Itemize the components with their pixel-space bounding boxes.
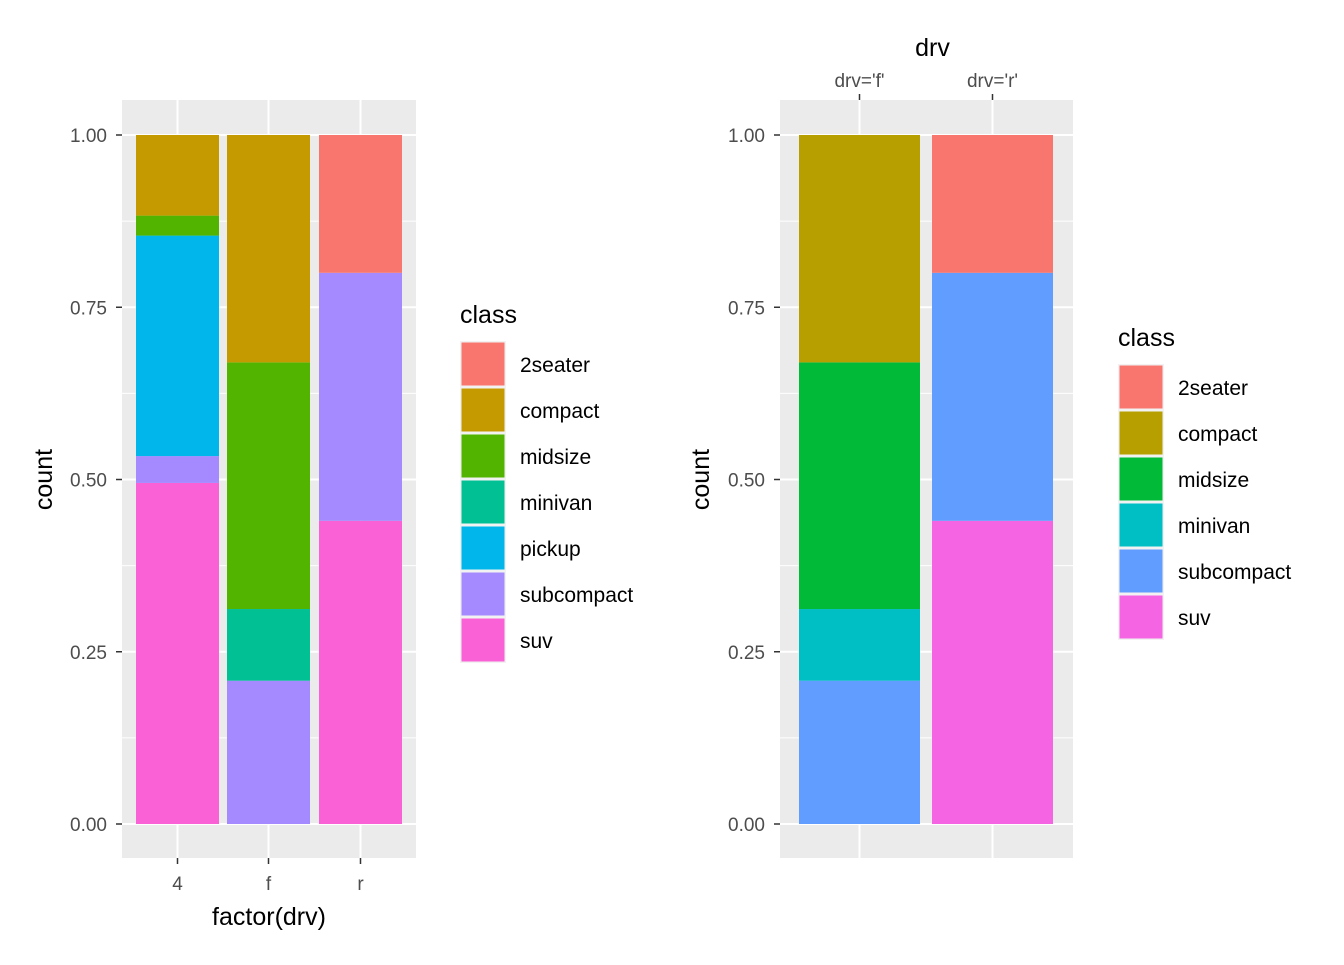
chart2-legend-swatch-compact	[1119, 411, 1163, 455]
chart2-bar-segment-compact	[799, 135, 920, 363]
chart1-legend-swatch-suv	[461, 618, 505, 662]
chart1-legend-swatch-minivan	[461, 480, 505, 524]
chart1-legend-label: suv	[520, 630, 553, 653]
chart1-bar-segment-minivan	[227, 609, 310, 681]
chart2-y-tick-label: 1.00	[728, 126, 765, 147]
chart1-legend-label: midsize	[520, 446, 591, 469]
chart2-legend-swatch-suv	[1119, 595, 1163, 639]
chart1-x-tick-label: f	[266, 874, 272, 895]
chart1-y-tick-label: 0.25	[70, 643, 107, 664]
chart1-legend-label: minivan	[520, 492, 592, 515]
chart1-legend-title: class	[460, 301, 517, 329]
chart2-bar-segment-midsize	[799, 362, 920, 610]
chart2-y-tick-label: 0.00	[728, 815, 765, 836]
chart2-y-tick-label: 0.75	[728, 298, 765, 319]
chart2-top-tick-label: drv='r'	[967, 71, 1018, 92]
chart2-legend-label: subcompact	[1178, 561, 1291, 584]
chart1-legend-swatch-2seater	[461, 342, 505, 386]
chart1-y-tick-label: 0.00	[70, 815, 107, 836]
chart1-bar-segment-compact	[227, 135, 310, 363]
chart1-bar-segment-suv	[136, 482, 219, 824]
chart1-bar-segment-subcompact	[136, 456, 219, 483]
chart2-legend-swatch-midsize	[1119, 457, 1163, 501]
chart2-y-tick-label: 0.25	[728, 643, 765, 664]
chart2-y-axis-title: count	[687, 449, 715, 510]
chart1-legend-swatch-subcompact	[461, 572, 505, 616]
chart2-bar-segment-suv	[932, 520, 1053, 824]
chart2-legend-label: minivan	[1178, 515, 1250, 538]
chart2-legend-swatch-subcompact	[1119, 549, 1163, 593]
chart2-legend-label: suv	[1178, 607, 1211, 630]
chart1-y-tick-label: 1.00	[70, 126, 107, 147]
chart2-bar-segment-minivan	[799, 609, 920, 681]
chart1-legend-label: 2seater	[520, 354, 590, 377]
chart2-y-tick-label: 0.50	[728, 471, 765, 492]
chart1-bar-segment-midsize	[227, 362, 310, 610]
chart2-legend-swatch-2seater	[1119, 365, 1163, 409]
chart1-bar-segment-midsize	[136, 215, 219, 236]
chart1-bar-segment-subcompact	[319, 272, 402, 521]
chart1-bar-segment-compact	[136, 135, 219, 216]
chart2-legend-label: compact	[1178, 423, 1258, 446]
chart1-y-tick-label: 0.50	[70, 471, 107, 492]
chart1-x-tick-label: r	[357, 874, 364, 895]
chart2-bar-segment-subcompact	[799, 680, 920, 824]
chart1-legend-swatch-pickup	[461, 526, 505, 570]
chart1-bar-segment-pickup	[136, 235, 219, 457]
chart2-legend-swatch-minivan	[1119, 503, 1163, 547]
chart1-legend-label: compact	[520, 400, 600, 423]
chart1-bar-segment-suv	[319, 520, 402, 824]
chart1-legend-swatch-compact	[461, 388, 505, 432]
chart2-legend-title: class	[1118, 324, 1175, 352]
chart2-bar-segment-subcompact	[932, 272, 1053, 521]
chart2-top-tick-label: drv='f'	[834, 71, 884, 92]
chart2-legend-label: midsize	[1178, 469, 1249, 492]
chart1-legend-label: subcompact	[520, 584, 633, 607]
chart2-bar-segment-2seater	[932, 135, 1053, 273]
chart1-y-axis-title: count	[30, 449, 58, 510]
chart1-y-tick-label: 0.75	[70, 298, 107, 319]
chart1-x-axis-title: factor(drv)	[212, 903, 326, 931]
chart1-bar-segment-subcompact	[227, 680, 310, 824]
chart2-legend-label: 2seater	[1178, 377, 1248, 400]
chart1-bar-segment-2seater	[319, 135, 402, 273]
chart1-x-tick-label: 4	[172, 874, 183, 895]
chart1-legend-label: pickup	[520, 538, 581, 561]
chart2-top-axis-title: drv	[915, 34, 950, 62]
chart1-legend-swatch-midsize	[461, 434, 505, 478]
